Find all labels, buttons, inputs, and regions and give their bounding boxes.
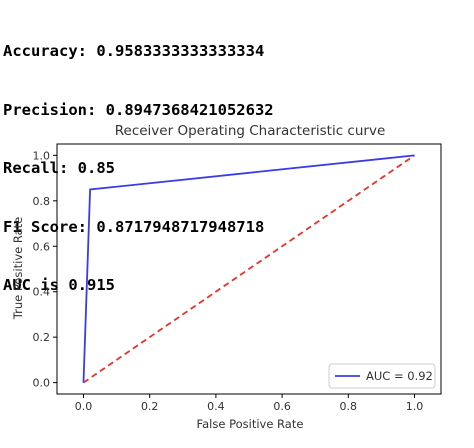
y-tick-label: 1.0 bbox=[33, 149, 51, 162]
x-tick-label: 0.2 bbox=[141, 400, 159, 413]
auc-line: AUC is 0.915 bbox=[3, 276, 115, 294]
ticks: 0.0 0.2 0.4 0.6 0.8 1.0 0.0 0.2 0.4 0.6 0.8 1.0 bbox=[33, 149, 424, 413]
x-tick-label: 1.0 bbox=[406, 400, 424, 413]
chance-diagonal-line bbox=[82, 154, 416, 384]
recall-line: Recall: 0.85 bbox=[3, 159, 115, 177]
series-lines bbox=[82, 154, 416, 384]
metrics-output: Accuracy: 0.9583333333333334 Precision: … bbox=[3, 3, 274, 315]
chart-title: Receiver Operating Characteristic curve bbox=[115, 123, 386, 139]
y-tick-label: 0.0 bbox=[33, 377, 51, 390]
roc-curve-line bbox=[82, 154, 415, 383]
y-tick-label: 0.2 bbox=[33, 331, 51, 344]
x-tick-label: 0.0 bbox=[75, 400, 93, 413]
y-tick-label: 0.4 bbox=[33, 286, 51, 299]
y-axis-label: True Positive Rate bbox=[11, 217, 25, 320]
plot-frame bbox=[56, 143, 442, 395]
x-tick-label: 0.6 bbox=[273, 400, 291, 413]
accuracy-line: Accuracy: 0.9583333333333334 bbox=[3, 42, 265, 60]
legend-box bbox=[328, 363, 436, 389]
y-tick-label: 0.8 bbox=[33, 195, 51, 208]
y-tick-label: 0.6 bbox=[33, 240, 51, 253]
legend: AUC = 0.92 bbox=[328, 363, 436, 389]
x-tick-label: 0.4 bbox=[207, 400, 225, 413]
x-axis-label: False Positive Rate bbox=[197, 417, 304, 431]
legend-label: AUC = 0.92 bbox=[366, 369, 433, 383]
f1-score-line: F1 Score: 0.8717948717948718 bbox=[3, 217, 265, 236]
x-tick-label: 0.8 bbox=[340, 400, 358, 413]
precision-line: Precision: 0.8947368421052632 bbox=[3, 100, 274, 119]
